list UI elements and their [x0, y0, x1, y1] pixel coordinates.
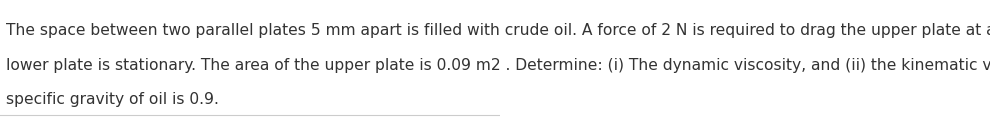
Text: lower plate is stationary. The area of the upper plate is 0.09 m2 . Determine: (: lower plate is stationary. The area of t…: [6, 58, 990, 73]
Text: specific gravity of oil is 0.9.: specific gravity of oil is 0.9.: [6, 92, 219, 107]
Text: The space between two parallel plates 5 mm apart is filled with crude oil. A for: The space between two parallel plates 5 …: [6, 23, 990, 38]
